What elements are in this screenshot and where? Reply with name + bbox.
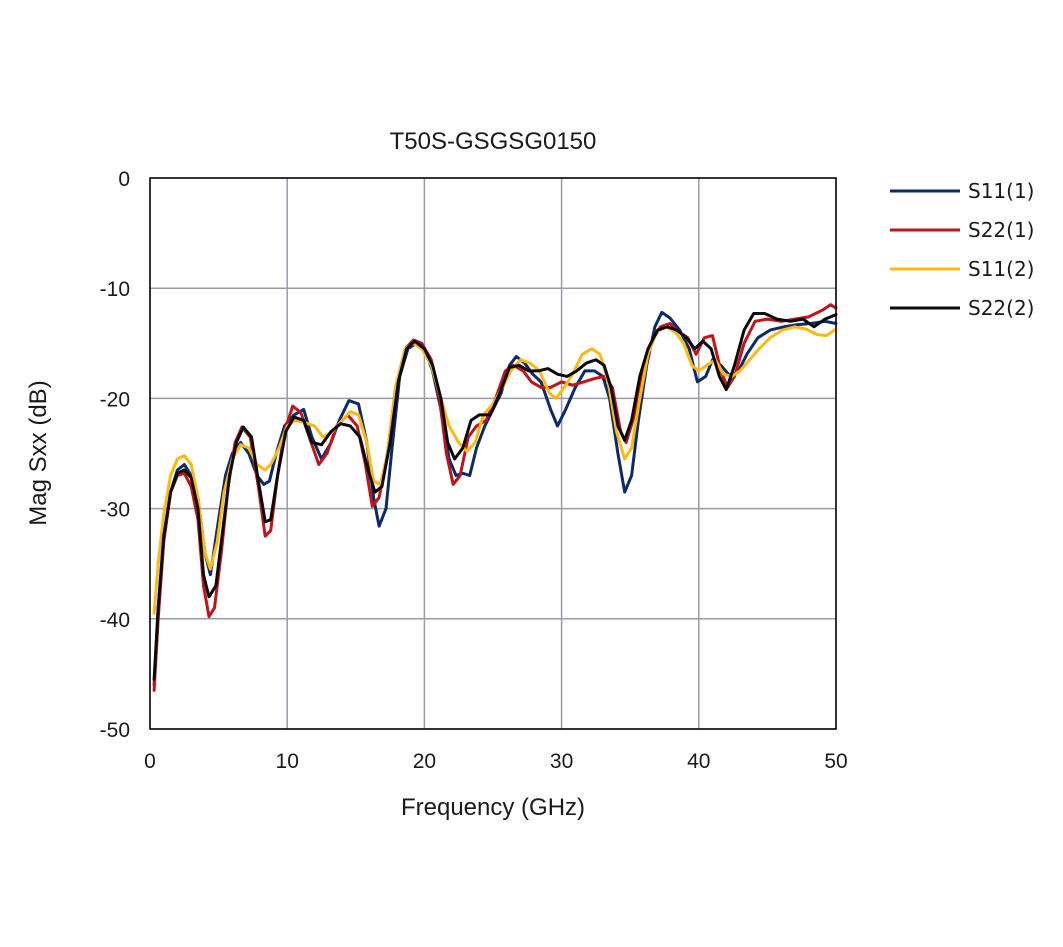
x-tick-label: 30 xyxy=(550,750,573,773)
legend: S11(1) S22(1) S11(2) S22(2) xyxy=(890,179,1034,320)
series-line-s22-2 xyxy=(152,312,838,681)
x-tick-label: 40 xyxy=(687,750,710,773)
legend-label: S11(1) xyxy=(968,179,1034,203)
y-tick-label: 0 xyxy=(118,168,130,191)
chart-title: T50S-GSGSG0150 xyxy=(390,128,597,155)
x-axis-label: Frequency (GHz) xyxy=(401,794,585,821)
x-tick-label: 50 xyxy=(824,750,847,773)
x-axis-ticks: 0 10 20 30 40 50 xyxy=(144,750,848,773)
y-tick-label: -10 xyxy=(100,278,130,301)
legend-label: S11(2) xyxy=(968,257,1034,281)
y-tick-label: -40 xyxy=(100,609,130,632)
x-tick-label: 20 xyxy=(413,750,436,773)
series-lines xyxy=(152,303,838,692)
x-tick-label: 10 xyxy=(276,750,299,773)
legend-label: S22(2) xyxy=(968,296,1034,320)
series-line-s11-1 xyxy=(152,310,838,687)
x-tick-label: 0 xyxy=(144,750,156,773)
y-tick-label: -50 xyxy=(100,719,130,742)
y-axis-label: Mag Sxx (dB) xyxy=(25,380,52,525)
y-tick-label: -30 xyxy=(100,499,130,522)
y-axis-ticks: 0 -10 -20 -30 -40 -50 xyxy=(100,168,130,742)
legend-label: S22(1) xyxy=(968,218,1034,242)
y-tick-label: -20 xyxy=(100,388,130,411)
series-line-s11-2 xyxy=(152,325,838,615)
plot-frame xyxy=(149,177,837,730)
